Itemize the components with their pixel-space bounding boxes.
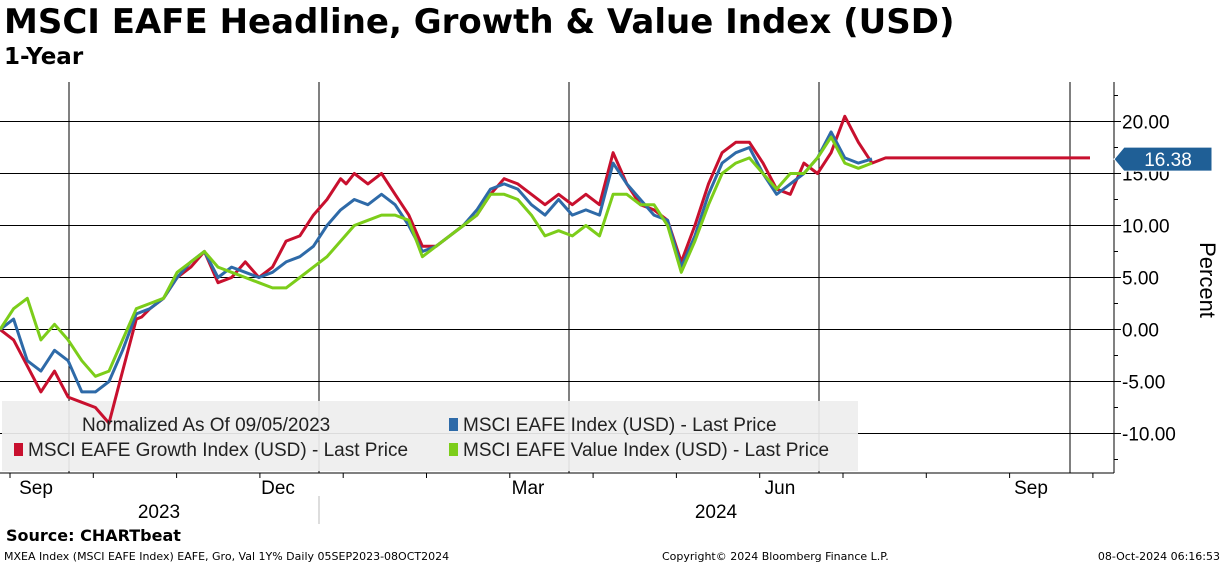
y-tick-label: -10.00	[1122, 425, 1176, 446]
y-tick-label: 10.00	[1122, 217, 1170, 238]
chart-subtitle: 1-Year	[4, 44, 84, 70]
series-layer	[0, 114, 1090, 425]
legend-swatch	[449, 418, 458, 431]
timestamp-note: 08-Oct-2024 06:16:53	[1097, 550, 1220, 563]
y-tick-label: -5.00	[1122, 373, 1165, 394]
last-value-box	[1113, 146, 1213, 172]
legend: Normalized As Of 09/05/2023 MSCI EAFE Gro…	[14, 415, 829, 461]
series-line	[0, 114, 1090, 425]
series-line	[0, 130, 873, 394]
source-note: Source: CHARTbeat	[6, 526, 181, 545]
y-tick-label: 20.00	[1122, 113, 1170, 134]
x-month-label: Sep	[19, 478, 53, 499]
copyright-note: Copyright© 2024 Bloomberg Finance L.P.	[662, 550, 889, 563]
legend-box	[2, 401, 858, 471]
series-line	[0, 135, 873, 378]
legend-header: Normalized As Of 09/05/2023	[82, 415, 330, 436]
legend-entry: MSCI EAFE Growth Index (USD) - Last Pric…	[28, 440, 408, 461]
x-month-label: Dec	[261, 478, 295, 499]
legend-swatch	[449, 443, 458, 456]
y-tick-label: 5.00	[1122, 269, 1159, 290]
y-tick-label: 0.00	[1122, 321, 1159, 342]
x-year-label: 2024	[695, 502, 738, 523]
legend-entry: MSCI EAFE Value Index (USD) - Last Price	[463, 440, 829, 461]
last-value-label: 16.38	[1144, 150, 1192, 171]
ticker-note: MXEA Index (MSCI EAFE Index) EAFE, Gro, …	[4, 550, 450, 563]
x-month-label: Sep	[1014, 478, 1048, 499]
last-value-callout: 16.38	[1113, 146, 1213, 172]
x-month-label: Jun	[765, 478, 796, 499]
chart-title: MSCI EAFE Headline, Growth & Value Index…	[4, 2, 955, 42]
legend-entry: MSCI EAFE Index (USD) - Last Price	[463, 415, 777, 436]
legend-swatch	[14, 443, 23, 456]
x-year-label: 2023	[138, 502, 180, 523]
x-month-label: Mar	[512, 478, 545, 499]
y-axis-label: Percent	[1195, 242, 1220, 318]
